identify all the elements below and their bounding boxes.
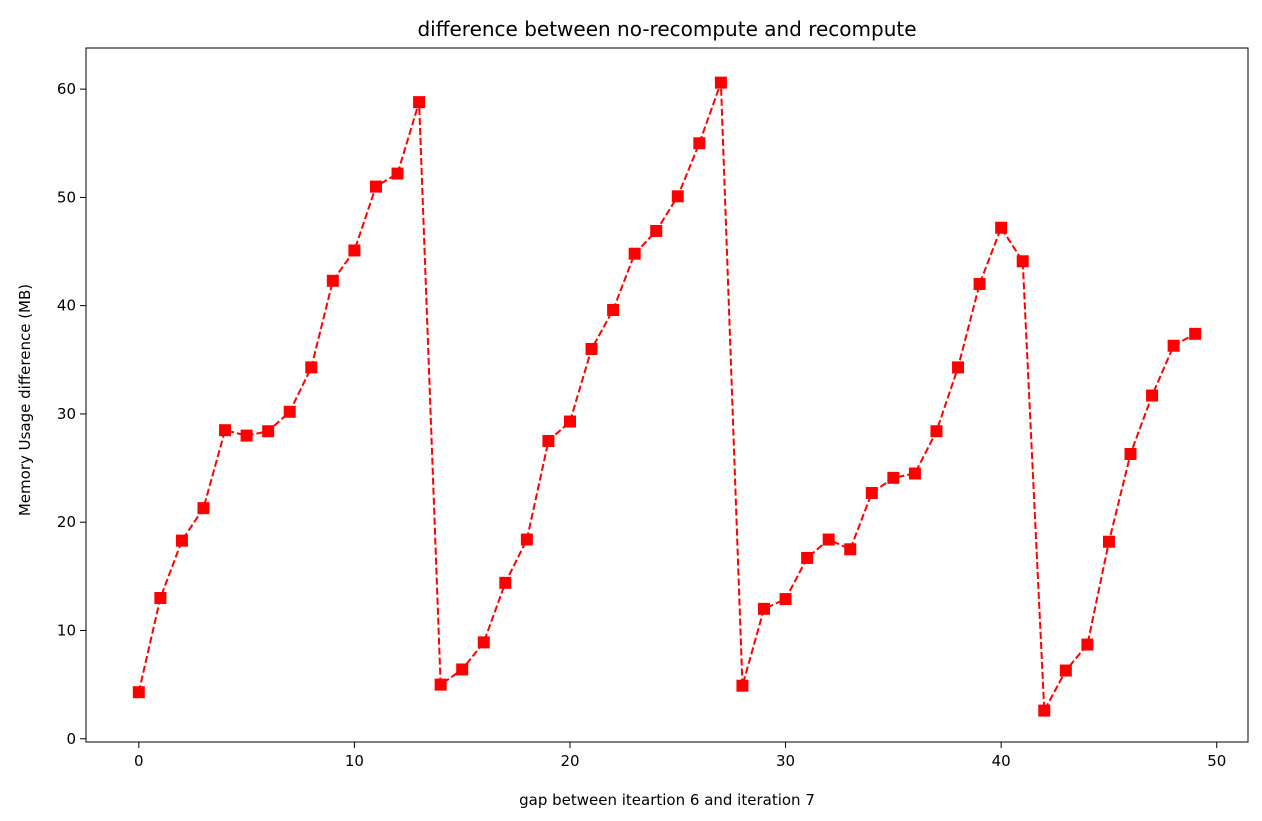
data-point-marker — [952, 361, 965, 374]
data-point-marker — [369, 180, 382, 193]
data-point-marker — [348, 244, 361, 257]
x-tick-label: 0 — [134, 752, 144, 770]
plot-area — [132, 76, 1202, 717]
data-point-marker — [714, 76, 727, 89]
data-point-marker — [822, 533, 835, 546]
data-point-marker — [585, 342, 598, 355]
x-axis: 0 10 20 30 40 50 — [134, 742, 1226, 770]
chart-title: difference between no-recompute and reco… — [417, 17, 916, 41]
data-point-marker — [1016, 255, 1029, 268]
data-point-marker — [413, 96, 426, 109]
data-point-marker — [1146, 389, 1159, 402]
y-tick-label: 50 — [57, 188, 76, 206]
data-point-marker — [844, 543, 857, 556]
data-point-marker — [628, 247, 641, 260]
data-point-marker — [1167, 339, 1180, 352]
data-point-marker — [456, 663, 469, 676]
x-tick-label: 40 — [992, 752, 1011, 770]
y-tick-label: 30 — [57, 405, 76, 423]
data-point-marker — [1059, 664, 1072, 677]
data-point-marker — [240, 429, 253, 442]
data-point-marker — [865, 486, 878, 499]
data-point-marker — [1189, 327, 1202, 340]
data-point-marker — [801, 551, 814, 564]
data-point-marker — [930, 425, 943, 438]
data-point-marker — [391, 167, 404, 180]
data-point-marker — [197, 502, 210, 515]
data-point-marker — [499, 576, 512, 589]
data-point-marker — [779, 593, 792, 606]
data-point-marker — [671, 190, 684, 203]
data-point-marker — [1124, 448, 1137, 461]
data-point-marker — [477, 636, 490, 649]
y-tick-label: 20 — [57, 513, 76, 531]
x-tick-label: 10 — [345, 752, 364, 770]
data-point-marker — [1102, 535, 1115, 548]
data-point-marker — [132, 686, 145, 699]
data-point-marker — [887, 471, 900, 484]
y-tick-label: 60 — [57, 80, 76, 98]
x-tick-label: 30 — [776, 752, 795, 770]
y-tick-label: 10 — [57, 621, 76, 639]
data-point-marker — [736, 679, 749, 692]
y-axis-label: Memory Usage difference (MB) — [16, 284, 34, 516]
data-point-marker — [283, 405, 296, 418]
y-axis: 0 10 20 30 40 50 60 — [57, 80, 86, 748]
data-point-marker — [563, 415, 576, 428]
data-point-marker — [650, 224, 663, 237]
data-point-marker — [995, 221, 1008, 234]
data-point-marker — [175, 534, 188, 547]
x-tick-label: 20 — [560, 752, 579, 770]
data-point-marker — [305, 361, 318, 374]
y-tick-label: 0 — [66, 730, 76, 748]
data-point-marker — [219, 424, 232, 437]
data-point-marker — [693, 137, 706, 150]
data-point-marker — [154, 592, 167, 605]
data-point-marker — [326, 274, 339, 287]
data-point-marker — [1081, 638, 1094, 651]
x-axis-label: gap between iteartion 6 and iteration 7 — [519, 791, 815, 809]
data-point-marker — [542, 435, 555, 448]
y-tick-label: 40 — [57, 297, 76, 315]
series-line — [137, 82, 1196, 715]
data-point-marker — [1038, 704, 1051, 717]
data-point-marker — [908, 467, 921, 480]
data-point-marker — [758, 602, 771, 615]
data-point-marker — [520, 533, 533, 546]
data-point-marker — [607, 304, 620, 317]
x-tick-label: 50 — [1207, 752, 1226, 770]
data-point-marker — [434, 678, 447, 691]
plot-frame — [85, 47, 1249, 743]
data-point-marker — [973, 278, 986, 291]
data-point-marker — [262, 425, 275, 438]
